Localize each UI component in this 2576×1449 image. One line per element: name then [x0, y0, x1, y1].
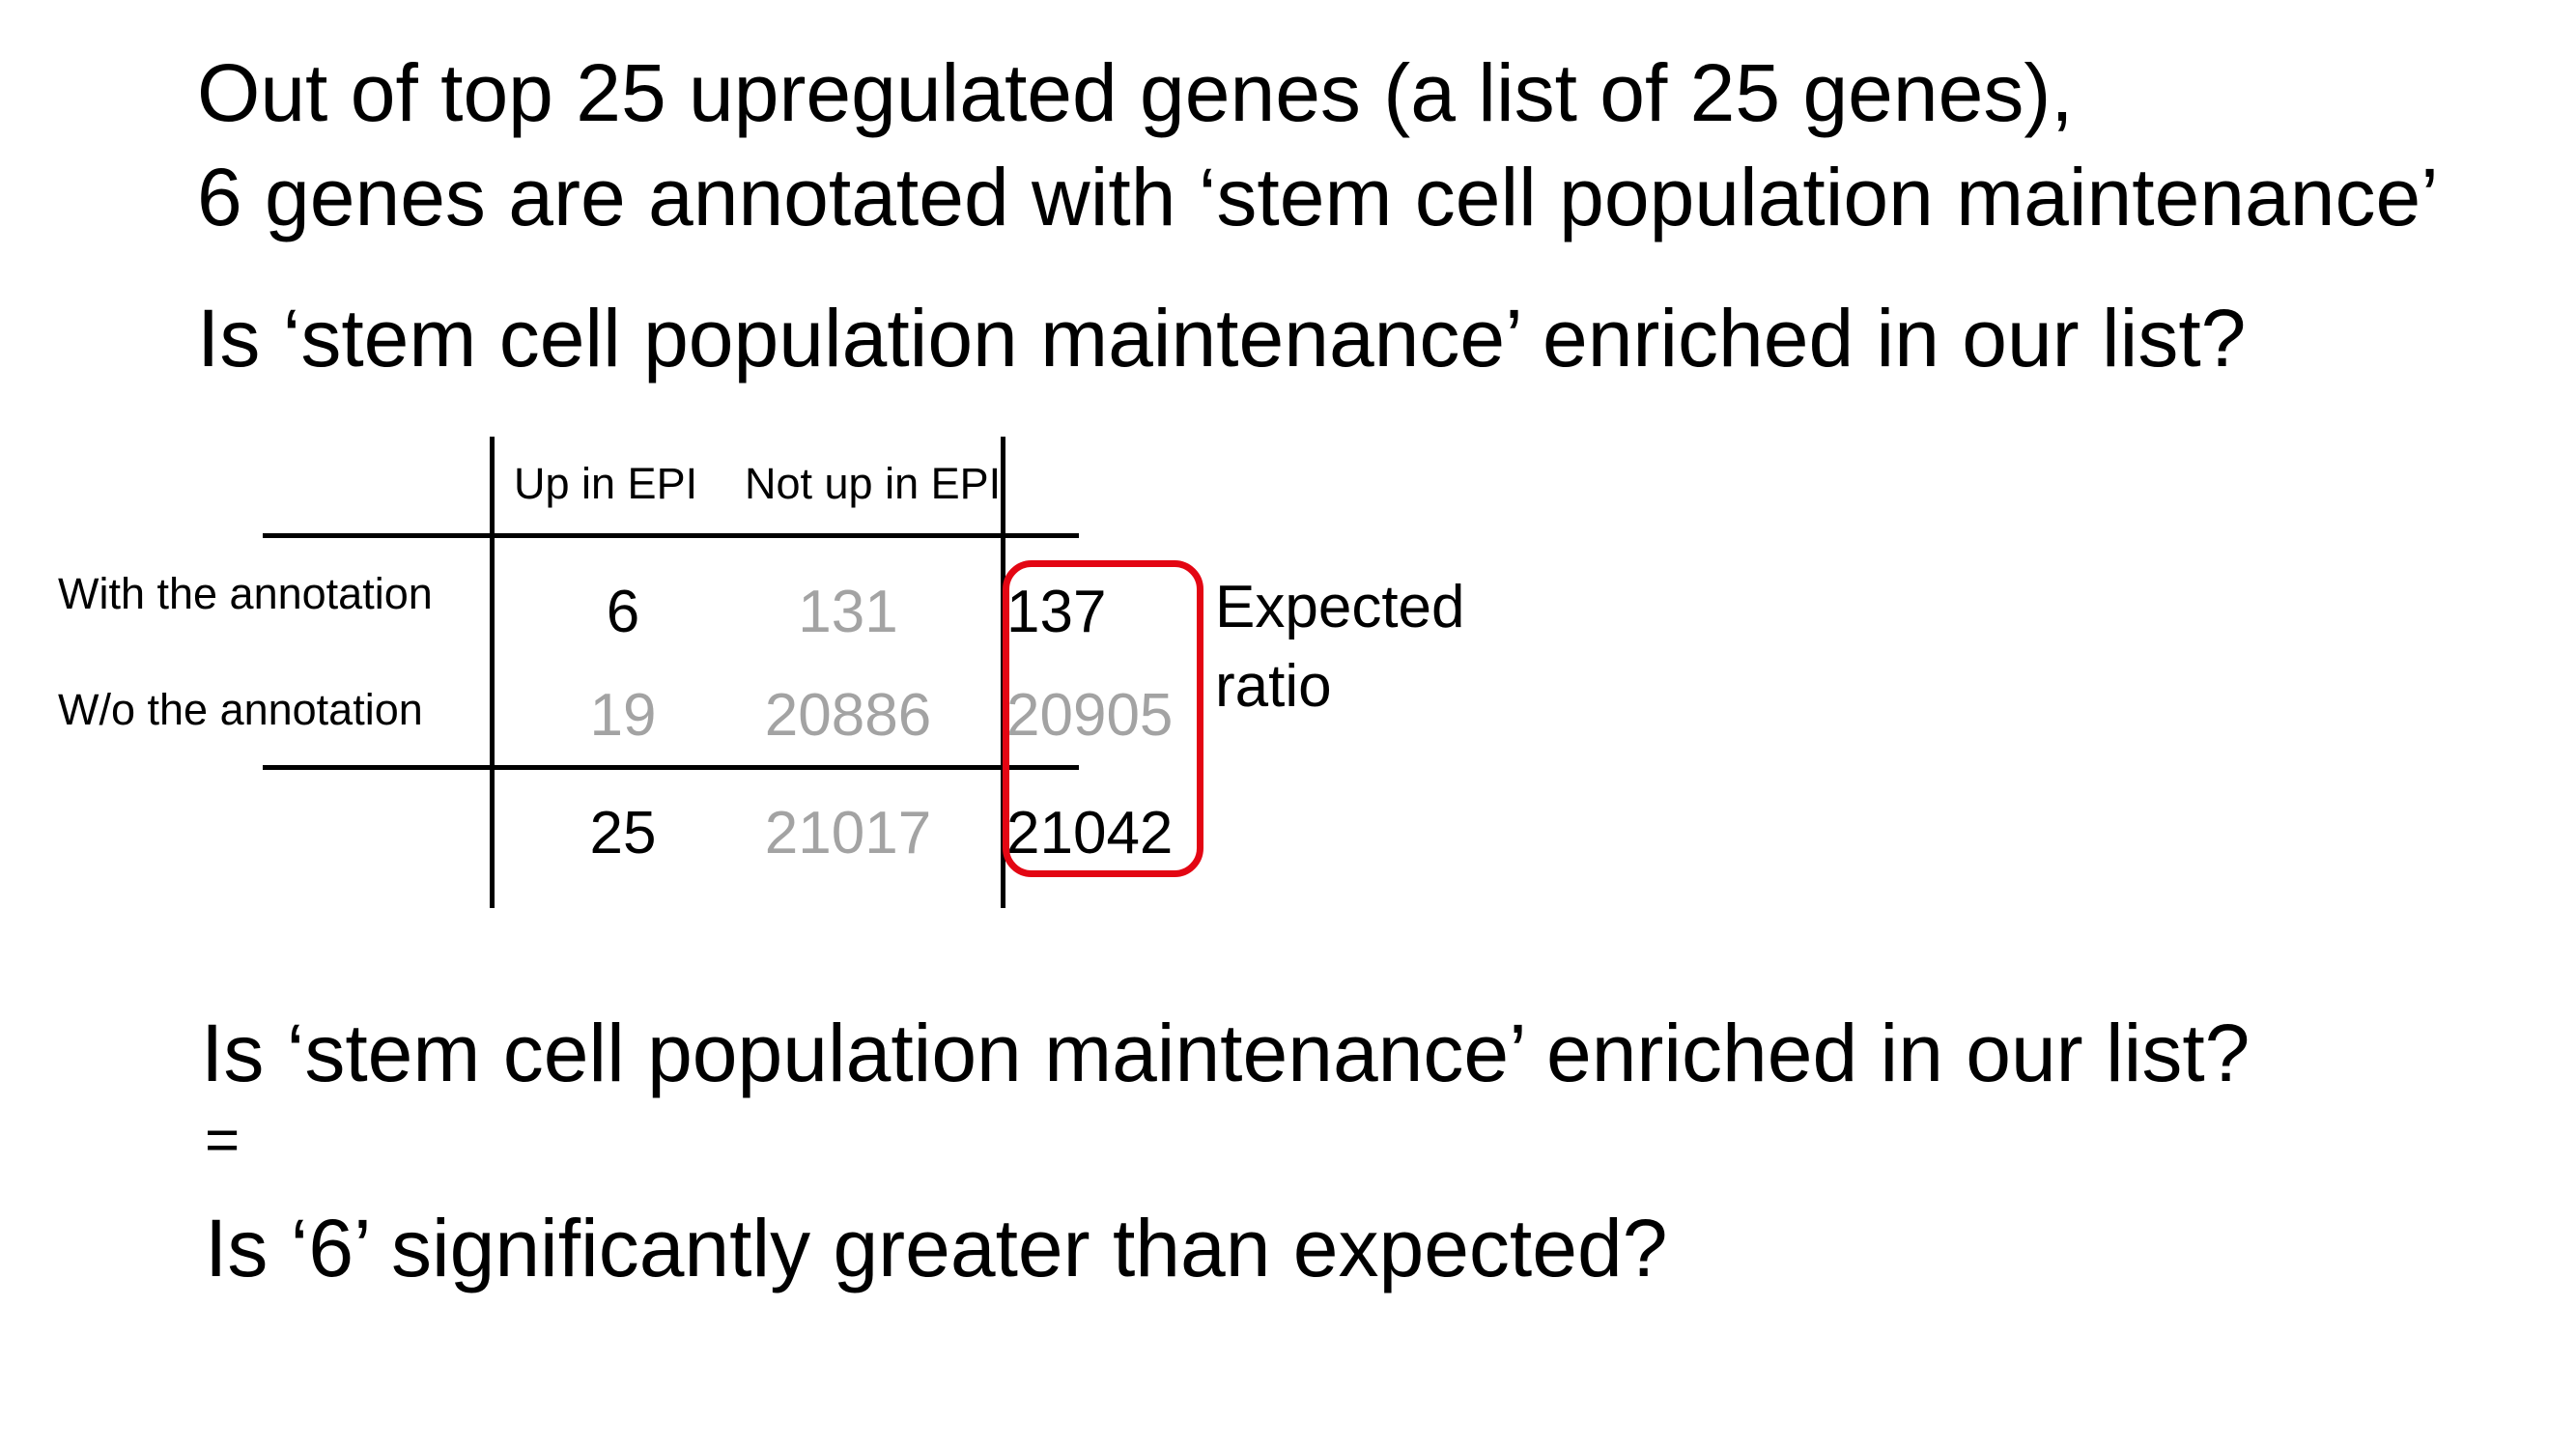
intro-line-1: Out of top 25 upregulated genes (a list … [197, 47, 2074, 138]
total-up: 25 [589, 800, 657, 867]
total-not-up: 21017 [764, 800, 932, 867]
expected-label: Expected [1215, 574, 1465, 640]
table-top-rule [263, 533, 1079, 538]
footer-question: Is ‘stem cell population maintenance’ en… [201, 1008, 2250, 1098]
cell-with-total: 137 [1006, 579, 1107, 645]
row-label-without-annotation: W/o the annotation [58, 685, 423, 734]
table-total-rule [263, 765, 1079, 770]
equals-sign: = [205, 1107, 241, 1174]
enrichment-question: Is ‘stem cell population maintenance’ en… [197, 293, 2247, 384]
intro-line-2: 6 genes are annotated with ‘stem cell po… [197, 152, 2439, 242]
expected-ratio-highlight [1003, 560, 1203, 877]
cell-with-up: 6 [606, 579, 640, 645]
grand-total: 21042 [1006, 800, 1174, 867]
col-header-not-up: Not up in EPI [745, 459, 1002, 508]
cell-without-not-up: 20886 [764, 682, 932, 749]
cell-without-up: 19 [589, 682, 657, 749]
cell-with-not-up: 131 [798, 579, 898, 645]
row-label-with-annotation: With the annotation [58, 569, 433, 618]
restated-question: Is ‘6’ significantly greater than expect… [205, 1203, 1668, 1293]
ratio-label: ratio [1215, 653, 1332, 720]
table-left-divider [490, 437, 495, 908]
cell-without-total: 20905 [1006, 682, 1174, 749]
col-header-up: Up in EPI [514, 459, 698, 508]
